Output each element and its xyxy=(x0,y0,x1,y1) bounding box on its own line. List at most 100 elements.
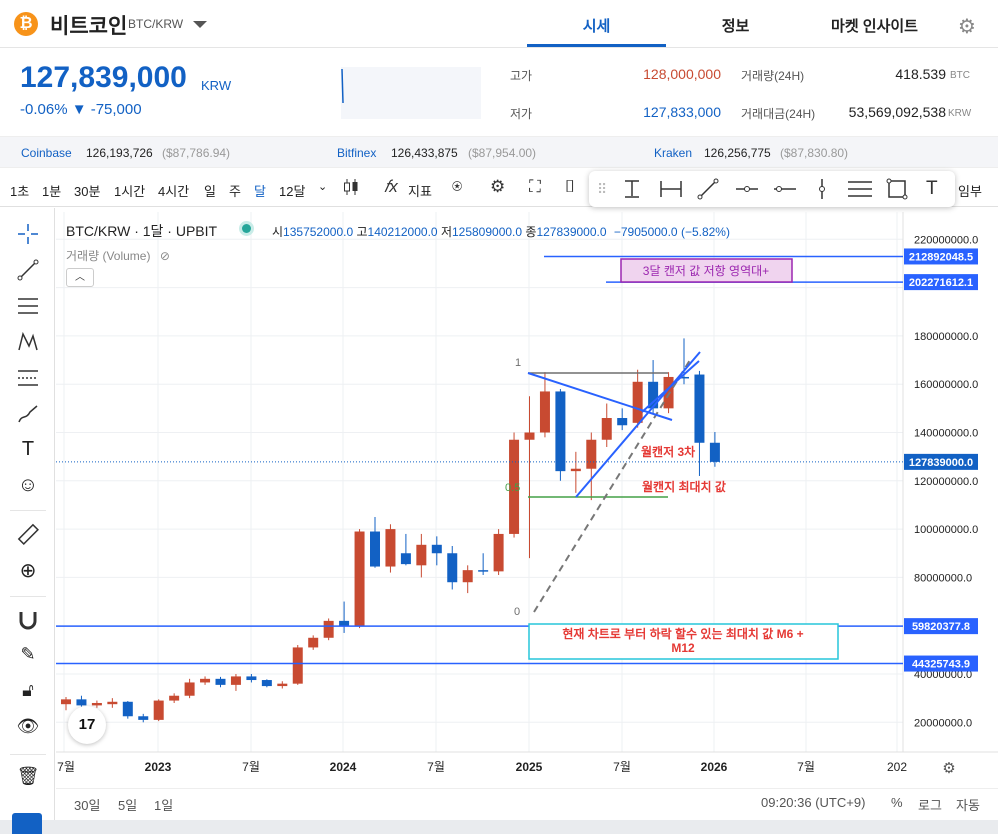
eye-icon[interactable]: 👁︎ xyxy=(16,716,40,736)
price-tick-label: 100000000.0 xyxy=(914,524,978,536)
drag-handle-icon[interactable]: ⠿ xyxy=(597,181,608,197)
percent-toggle[interactable]: % xyxy=(891,795,903,810)
trade-amount-label: 거래대금(24H) xyxy=(741,107,816,121)
candle-body xyxy=(370,531,380,567)
add-button[interactable] xyxy=(12,813,42,834)
exchange-name[interactable]: Kraken xyxy=(654,146,693,160)
candle-body xyxy=(230,676,241,685)
vertical-line-icon[interactable] xyxy=(811,178,833,205)
trendline-icon[interactable] xyxy=(15,258,41,287)
interval-1h[interactable]: 1시간 xyxy=(114,184,146,199)
chevron-down-icon[interactable] xyxy=(193,21,207,28)
exchange-name[interactable]: Coinbase xyxy=(21,146,72,160)
tab-market-insight[interactable]: 마켓 인사이트 xyxy=(831,18,918,35)
bitcoin-logo-icon: ₿ xyxy=(14,12,38,36)
range-1d[interactable]: 1일 xyxy=(154,798,174,813)
interval-4h[interactable]: 4시간 xyxy=(158,184,190,199)
magnet-icon[interactable] xyxy=(15,608,41,637)
candle-body xyxy=(200,678,211,683)
indicator-icon[interactable]: 𝑓x xyxy=(384,177,398,196)
trailing-label[interactable]: 임부 xyxy=(958,184,982,199)
price-tick-label: 80000000.0 xyxy=(914,572,972,584)
tradingview-logo-icon[interactable]: 17 xyxy=(68,706,106,744)
volume-indicator-label: 거래량 (Volume) ⊘ xyxy=(66,247,170,264)
interval-1s[interactable]: 1초 xyxy=(10,184,30,199)
crosshair-icon[interactable] xyxy=(15,222,41,251)
trend-line xyxy=(641,360,700,413)
emoji-icon[interactable]: ☺ xyxy=(17,474,39,496)
date-range-icon[interactable] xyxy=(659,178,683,205)
trendline-icon[interactable] xyxy=(697,178,719,205)
parallel-channel-icon[interactable] xyxy=(847,178,873,205)
chevron-down-icon[interactable]: ⌄ xyxy=(318,181,328,193)
trade-amount-value: 53,569,092,538 xyxy=(848,104,946,120)
anchored-text-icon[interactable] xyxy=(621,178,643,205)
interval-12month[interactable]: 12달 xyxy=(279,184,306,199)
candle-body xyxy=(122,701,133,717)
lock-icon[interactable]: 🔓︎ xyxy=(22,680,34,700)
candle-body xyxy=(679,376,689,379)
brush-icon[interactable] xyxy=(15,402,41,431)
interval-month[interactable]: 달 xyxy=(254,184,266,199)
fib-label: 1 xyxy=(515,357,521,369)
interval-day[interactable]: 일 xyxy=(204,184,216,199)
auto-toggle[interactable]: 자동 xyxy=(956,798,980,813)
ohlc-change: −7905000.0 (−5.82%) xyxy=(613,225,730,239)
horizontal-line-icon[interactable] xyxy=(773,178,797,205)
clock-time[interactable]: 09:20:36 (UTC+9) xyxy=(761,795,866,810)
compare-icon[interactable]: ⍟ xyxy=(452,177,463,196)
eye-hidden-icon[interactable]: ⊘ xyxy=(159,249,170,263)
interval-30m[interactable]: 30분 xyxy=(74,184,101,199)
coin-name[interactable]: 비트코인 xyxy=(50,15,128,38)
trash-icon[interactable]: 🗑︎ xyxy=(16,766,40,786)
candle-body xyxy=(709,442,720,462)
camera-icon[interactable]: ⌷ xyxy=(565,177,576,196)
gear-icon: ⚙ xyxy=(942,759,955,777)
text-tool-icon[interactable]: T xyxy=(926,178,938,199)
gear-icon[interactable]: ⚙ xyxy=(958,16,976,38)
candle-body xyxy=(539,391,550,433)
rectangle-icon[interactable] xyxy=(886,178,908,205)
range-30d[interactable]: 30일 xyxy=(74,798,101,813)
tab-info[interactable]: 정보 xyxy=(721,18,750,35)
price-tick-label: 40000000.0 xyxy=(914,669,972,681)
ruler-icon[interactable] xyxy=(15,522,41,551)
collapse-legend-button[interactable]: ︿ xyxy=(66,268,94,287)
pattern-icon[interactable] xyxy=(15,330,41,359)
volume-value: 418.539 xyxy=(895,66,946,82)
candle-body xyxy=(292,647,303,684)
candle-body xyxy=(400,553,411,565)
current-price: 127,839,000 xyxy=(20,61,187,94)
price-tag xyxy=(904,618,978,635)
indicator-label[interactable]: 지표 xyxy=(408,184,432,199)
exchange-price-bar: Coinbase 126,193,726 ($87,786.94) Bitfin… xyxy=(0,136,998,168)
candle-body xyxy=(308,637,319,648)
tab-market-price[interactable]: 시세 xyxy=(582,18,611,35)
exchange-name[interactable]: Bitfinex xyxy=(337,146,377,160)
gear-icon[interactable]: ⚙ xyxy=(490,177,506,196)
candle-type-icon[interactable] xyxy=(342,177,360,202)
low-value: 127,833,000 xyxy=(643,104,721,120)
text-tool-icon[interactable]: T xyxy=(21,438,35,460)
range-5d[interactable]: 5일 xyxy=(118,798,138,813)
log-toggle[interactable]: 로그 xyxy=(918,798,942,813)
prediction-icon[interactable] xyxy=(15,366,41,395)
ohlc-open-label: 시 xyxy=(272,225,284,239)
price-unit: KRW xyxy=(201,78,232,93)
interval-week[interactable]: 주 xyxy=(229,184,241,199)
high-value: 128,000,000 xyxy=(643,66,721,82)
horizontal-ray-icon[interactable] xyxy=(735,178,759,205)
ohlc-legend: 시135752000.0 고140212000.0 저125809000.0 종… xyxy=(272,223,730,240)
volume-unit: BTC xyxy=(950,70,970,81)
coin-pair[interactable]: BTC/KRW xyxy=(128,17,184,31)
price-tag-label: 59820377.8 xyxy=(912,621,970,633)
zoom-in-icon[interactable]: ⊕ xyxy=(19,560,37,582)
interval-1m[interactable]: 1분 xyxy=(42,184,62,199)
price-tag xyxy=(904,655,978,672)
pencil-lock-icon[interactable]: ✎ xyxy=(20,644,36,664)
fullscreen-icon[interactable]: ⛶ xyxy=(529,177,541,196)
ohlc-open: 135752000.0 xyxy=(283,225,354,239)
candle-body xyxy=(617,418,628,426)
fib-retracement-icon[interactable] xyxy=(15,294,41,323)
